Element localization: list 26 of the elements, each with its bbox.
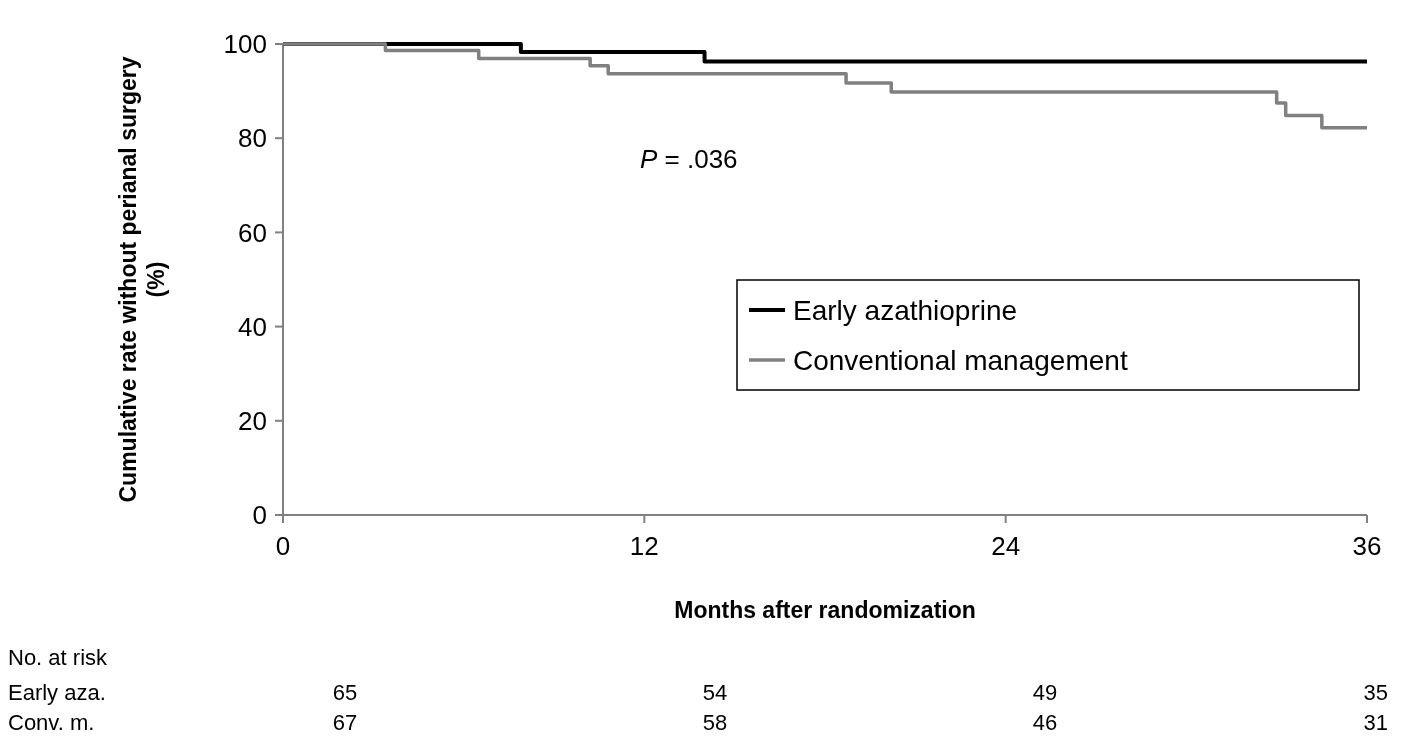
legend-label: Early azathioprine bbox=[793, 294, 1018, 326]
x-tick-label: 36 bbox=[1352, 531, 1382, 561]
text: 54 bbox=[702, 680, 728, 705]
y-tick-label: 20 bbox=[238, 405, 267, 436]
text: 65 bbox=[332, 680, 358, 705]
y-axis-title: Cumulative rate without perianal surgery (%) bbox=[115, 56, 169, 503]
legend-label: Conventional management bbox=[793, 344, 1128, 376]
text: 31 bbox=[1363, 710, 1388, 735]
y-tick-label: 40 bbox=[238, 311, 267, 342]
text: 49 bbox=[1032, 680, 1058, 705]
y-tick-label: 100 bbox=[223, 29, 267, 60]
text: 46 bbox=[1032, 710, 1058, 735]
text: Conv. m. bbox=[8, 710, 95, 735]
text: 35 bbox=[1363, 680, 1388, 705]
text: No. at risk bbox=[8, 645, 109, 670]
x-tick-label: 24 bbox=[991, 531, 1021, 561]
y-tick-label: 60 bbox=[238, 217, 267, 248]
text: 67 bbox=[332, 710, 358, 735]
y-tick-label: 0 bbox=[252, 500, 267, 531]
text: 58 bbox=[702, 710, 728, 735]
x-tick-label: 12 bbox=[629, 531, 659, 561]
text: Early aza. bbox=[8, 680, 106, 705]
y-tick-label: 80 bbox=[238, 123, 267, 154]
annotation: P = .036 bbox=[640, 144, 738, 174]
x-tick-label: 0 bbox=[275, 531, 291, 561]
x-axis-title: Months after randomization bbox=[674, 597, 976, 623]
